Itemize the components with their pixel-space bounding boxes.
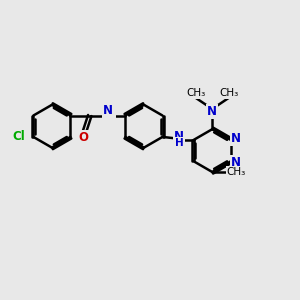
Text: CH₃: CH₃: [226, 167, 246, 177]
Text: Cl: Cl: [12, 130, 25, 143]
Text: N: N: [174, 130, 184, 143]
Text: N: N: [207, 105, 217, 118]
Text: CH₃: CH₃: [219, 88, 238, 98]
Text: N: N: [103, 104, 112, 117]
Text: O: O: [78, 131, 88, 144]
Text: N: N: [231, 132, 241, 145]
Text: H: H: [176, 138, 184, 148]
Text: H: H: [106, 108, 115, 118]
Text: N: N: [231, 156, 241, 169]
Text: CH₃: CH₃: [186, 88, 206, 98]
